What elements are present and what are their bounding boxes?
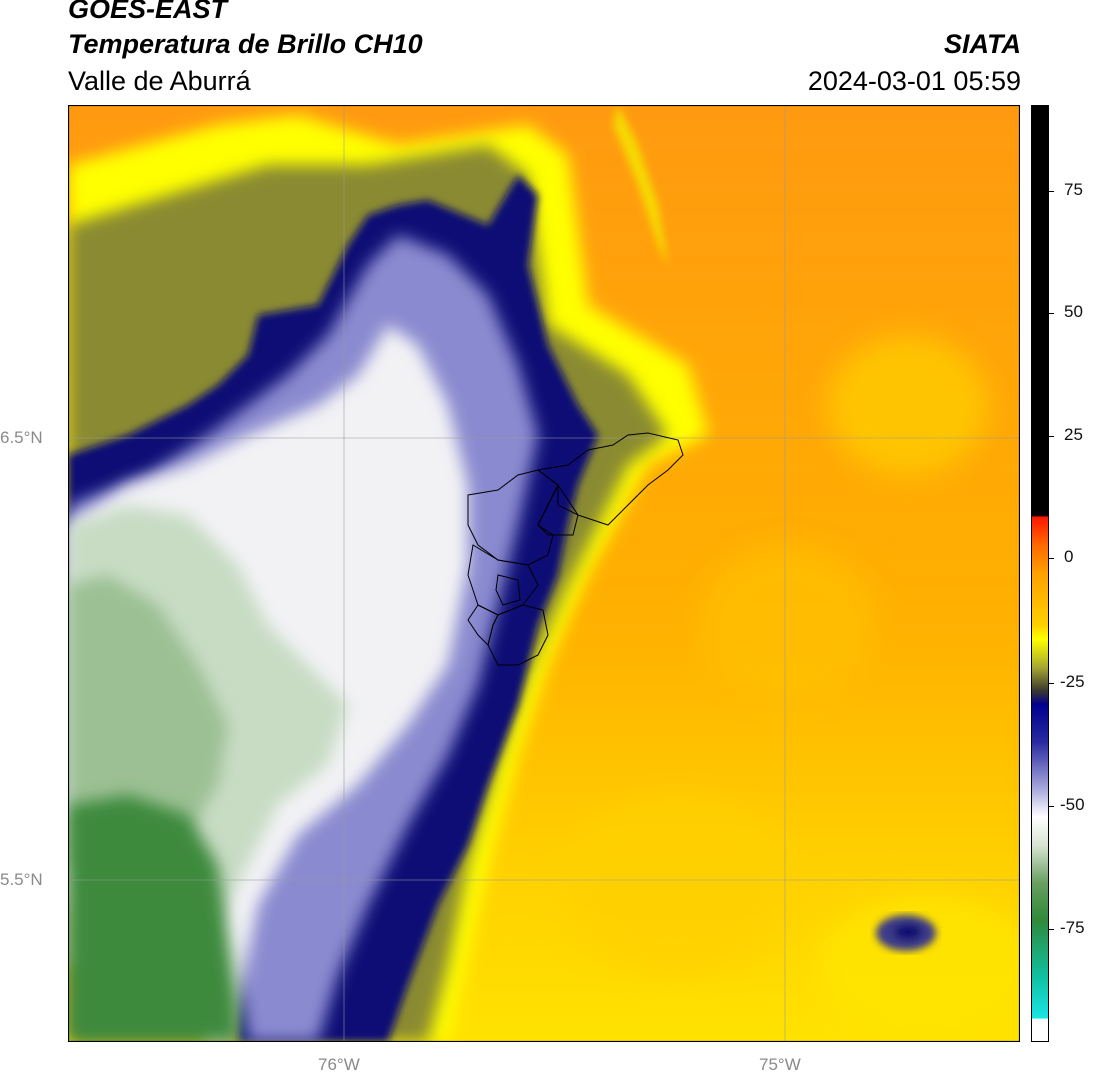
colorbar-tick-label: 25 <box>1064 425 1083 444</box>
colorbar-tick-label: 50 <box>1064 302 1083 321</box>
lat-tick-label: 6.5°N <box>0 428 43 447</box>
region-label: Valle de Aburrá <box>68 66 251 96</box>
colorbar-tick-mark <box>1049 436 1054 437</box>
colorbar-tick-label: -50 <box>1060 795 1085 814</box>
colorbar-tick-mark <box>1049 558 1054 559</box>
source-label: SIATA <box>944 29 1021 59</box>
colorbar-tick-label: -75 <box>1060 918 1085 937</box>
lon-tick-label: 76°W <box>318 1055 360 1074</box>
colorbar-tick-mark <box>1049 806 1054 807</box>
colorbar <box>1031 105 1049 1042</box>
colorbar-tick-mark <box>1049 929 1054 930</box>
lon-tick-label: 75°W <box>759 1055 801 1074</box>
satellite-title: GOES-EAST <box>68 0 228 24</box>
colorbar-tick-label: 75 <box>1064 180 1083 199</box>
product-title: Temperatura de Brillo CH10 <box>68 29 423 59</box>
municipal-boundaries <box>467 432 684 666</box>
datetime-label: 2024-03-01 05:59 <box>807 66 1021 96</box>
colorbar-tick-label: -25 <box>1060 672 1085 691</box>
colorbar-tick-mark <box>1049 683 1054 684</box>
colorbar-tick-mark <box>1049 313 1054 314</box>
colorbar-tick-label: 0 <box>1064 547 1074 566</box>
lat-tick-label: 5.5°N <box>0 870 43 889</box>
brightness-temperature-map <box>68 105 1020 1042</box>
colorbar-tick-mark <box>1049 191 1054 192</box>
